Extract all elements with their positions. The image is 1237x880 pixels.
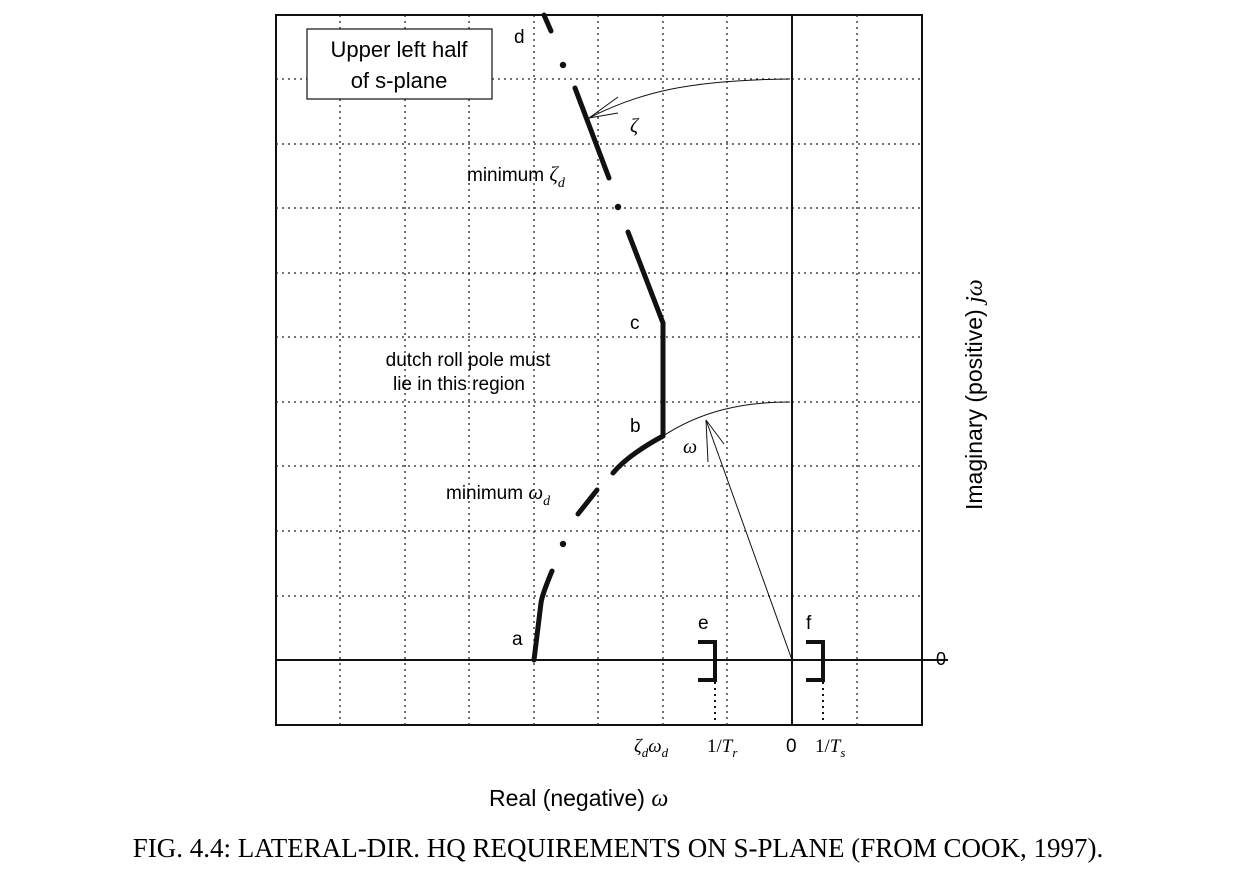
point-a: a	[512, 629, 523, 650]
point-f: f	[806, 613, 812, 634]
tick-zeta-omega-d: ζdωd	[634, 736, 669, 760]
figure-caption: FIG. 4.4: LATERAL-DIR. HQ REQUIREMENTS O…	[133, 833, 1104, 863]
point-c: c	[630, 313, 640, 334]
tick-inv-tr: 1/Tr	[707, 736, 738, 760]
x-axis-label: Real (negative) ω	[489, 785, 668, 812]
plot-frame	[276, 15, 922, 725]
zeta-symbol: ζ	[630, 115, 640, 137]
radius-line	[706, 420, 792, 660]
omega-symbol: ω	[683, 436, 697, 458]
point-b: b	[630, 416, 641, 437]
region-label-line2: lie in this region	[393, 374, 525, 395]
imag-zero-label: 0	[936, 649, 946, 669]
box-label-line1: Upper left half	[331, 37, 469, 62]
min-omega-label: minimum ωd	[446, 480, 551, 509]
zeta-arc	[589, 79, 790, 118]
box-label-line2: of s-plane	[351, 68, 448, 93]
tick-zero: 0	[786, 736, 797, 757]
point-e: e	[698, 613, 709, 634]
min-zeta-label: minimum ζd	[467, 162, 566, 191]
y-axis-label: Imaginary (positive) jω	[961, 279, 988, 510]
point-d: d	[514, 27, 525, 48]
region-label-line1: dutch roll pole must	[386, 350, 551, 371]
tick-inv-ts: 1/Ts	[815, 736, 845, 760]
zeta-arrowhead	[589, 97, 618, 118]
